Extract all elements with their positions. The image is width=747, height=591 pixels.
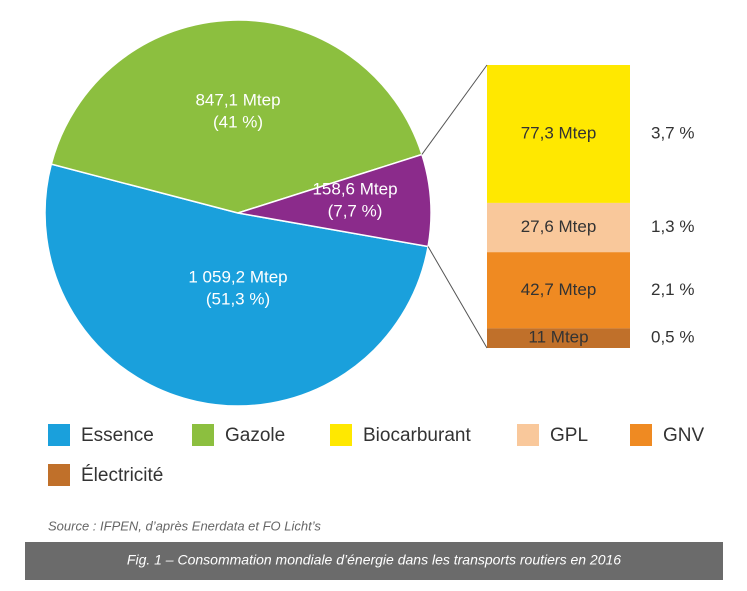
bar-percent-label: 3,7 % [651, 123, 694, 142]
pie-slice [50, 19, 423, 214]
legend-swatch [48, 464, 70, 486]
pie-slice [44, 163, 429, 407]
legend-label: GNV [663, 425, 705, 446]
bar-percent-label: 1,3 % [651, 217, 694, 236]
bar-value-label: 11 Mtep [528, 328, 588, 347]
legend-label: Biocarburant [363, 425, 471, 446]
bar-segment [487, 328, 630, 348]
legend-swatch [330, 424, 352, 446]
source: Source : IFPEN, d’après Enerdata et FO L… [48, 518, 321, 533]
bar-value-label: 42,7 Mtep [521, 280, 597, 299]
bar-segment [487, 202, 630, 253]
bar-percent-label: 2,1 % [651, 280, 694, 299]
legend-swatch [630, 424, 652, 446]
connector [427, 246, 488, 349]
pie-slice [237, 153, 432, 248]
bar-percent-label: 0,5 % [651, 328, 694, 347]
legend-label: Gazole [225, 425, 285, 446]
connector [421, 64, 488, 155]
legend-swatch [48, 424, 70, 446]
bar-segment [487, 252, 630, 329]
slice-percent-label: (41 %) [213, 112, 263, 131]
caption: Fig. 1 – Consommation mondiale d’énergie… [127, 552, 621, 568]
slice-percent-label: (7,7 %) [328, 201, 383, 220]
bar-segment [487, 65, 630, 203]
legend-label: GPL [550, 425, 588, 446]
slice-value-label: 158,6 Mtep [312, 179, 397, 198]
legend-label: Électricité [81, 465, 163, 486]
legend-label: Essence [81, 425, 154, 446]
slice-value-label: 847,1 Mtep [195, 90, 280, 109]
bar-value-label: 27,6 Mtep [521, 217, 597, 236]
bar-value-label: 77,3 Mtep [521, 123, 597, 142]
slice-value-label: 1 059,2 Mtep [188, 267, 287, 286]
caption-band [25, 542, 723, 580]
legend-swatch [192, 424, 214, 446]
legend-swatch [517, 424, 539, 446]
slice-percent-label: (51,3 %) [206, 289, 270, 308]
